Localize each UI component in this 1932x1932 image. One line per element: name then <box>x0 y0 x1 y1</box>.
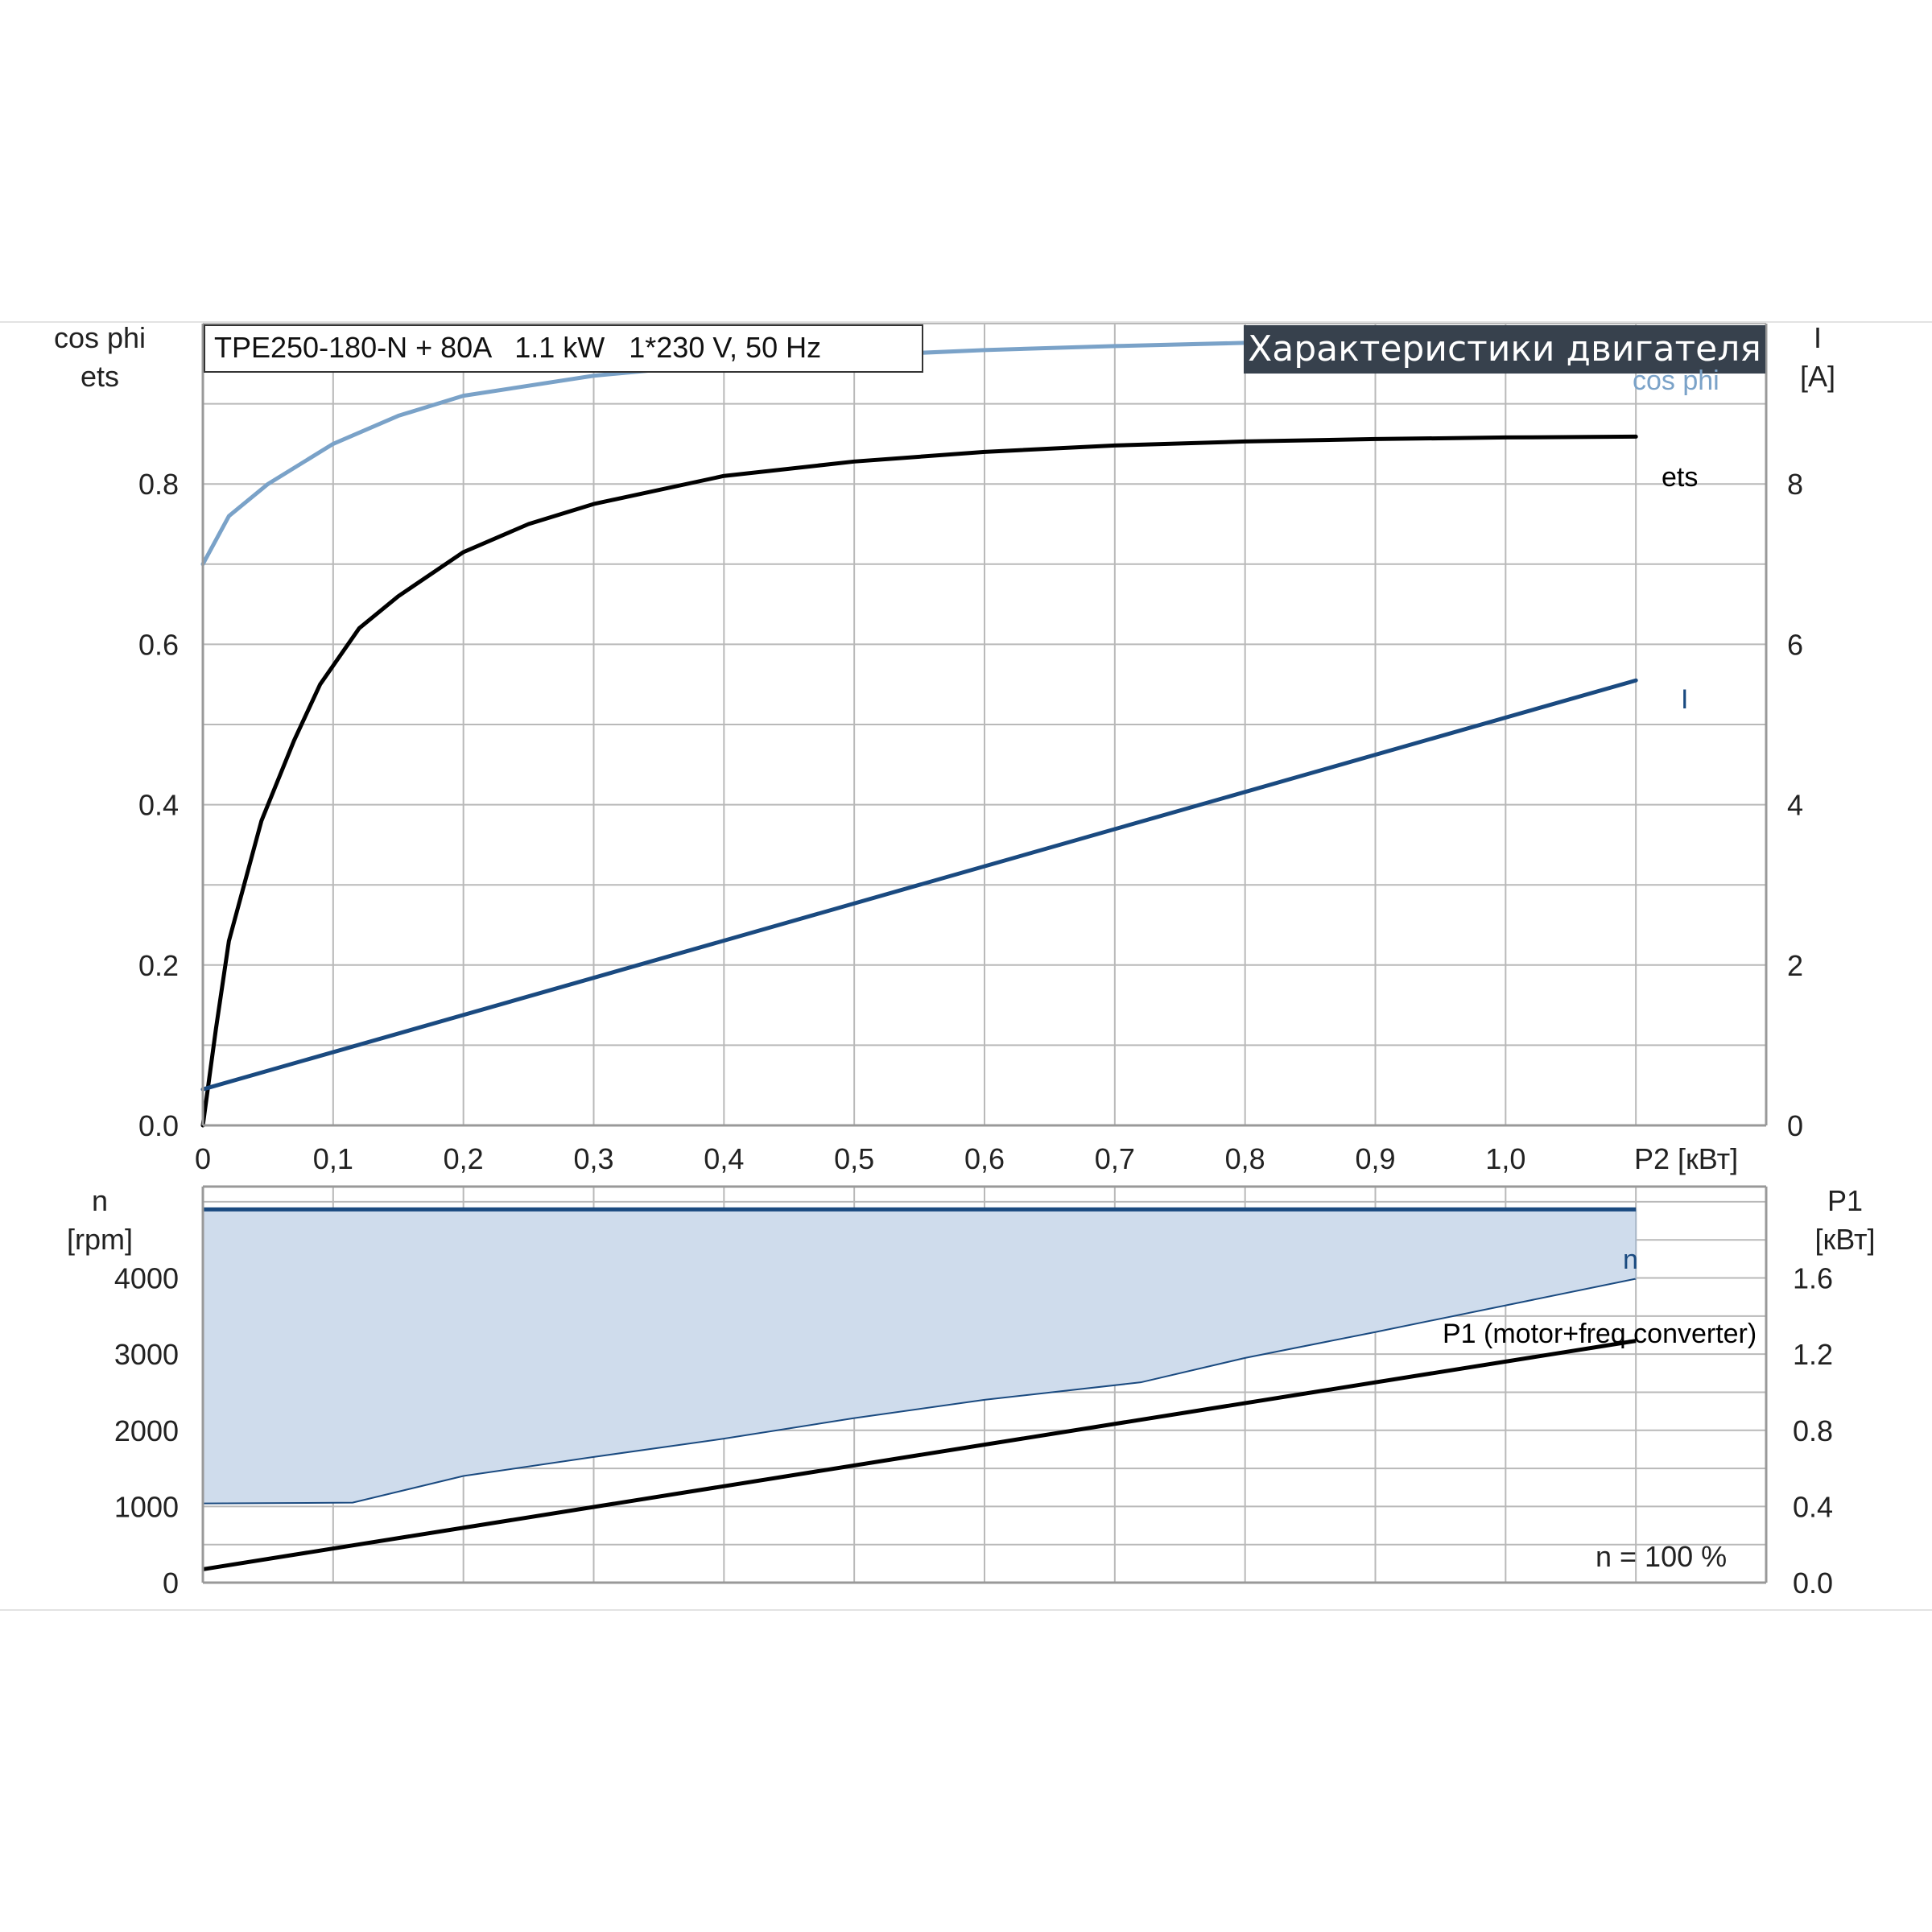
upper-left-tick-label: 0.0 <box>138 1109 179 1142</box>
x-tick-label: 0,8 <box>1225 1142 1265 1175</box>
upper-right-axis-label-2: [A] <box>1800 360 1835 393</box>
upper-plot: 0 0,1 0,2 0,3 0,4 0,5 0,6 0,7 0,8 0,9 1,0 0.0 0.2 0.4… <box>54 321 1835 1175</box>
upper-tick-labels: 0 0,1 0,2 0,3 0,4 0,5 0,6 0,7 0,8 0,9 1,0 0.0 0.2 0.4… <box>138 468 1803 1175</box>
lower-left-tick-label: 0 <box>163 1567 179 1600</box>
ets-series-label: ets <box>1662 462 1698 493</box>
x-tick-label: 0,1 <box>313 1142 353 1175</box>
upper-left-tick-label: 0.2 <box>138 949 179 982</box>
cosphi-series-label: cos phi <box>1633 365 1719 396</box>
p1-series-label: P1 (motor+freq.converter) <box>1443 1319 1757 1349</box>
current-series-label: I <box>1681 684 1688 715</box>
speed-range-area <box>203 1209 1637 1504</box>
lower-right-tick-label: 1.6 <box>1793 1262 1833 1295</box>
upper-right-tick-label: 2 <box>1787 949 1803 982</box>
lower-right-tick-label: 0.4 <box>1793 1490 1833 1523</box>
upper-right-axis-label-1: I <box>1814 321 1822 354</box>
upper-left-tick-label: 0.8 <box>138 468 179 501</box>
lower-right-tick-label: 1.2 <box>1793 1338 1833 1371</box>
title-badge <box>1244 325 1765 374</box>
lower-left-axis-label-2: [rpm] <box>67 1223 133 1256</box>
lower-left-tick-label: 1000 <box>114 1490 179 1523</box>
x-tick-label: 1,0 <box>1485 1142 1525 1175</box>
p1-line <box>202 1339 1637 1571</box>
upper-right-tick-label: 6 <box>1787 628 1803 661</box>
x-tick-label: 0,2 <box>444 1142 484 1175</box>
lower-left-tick-label: 2000 <box>114 1414 179 1447</box>
lower-tick-labels: 0 1000 2000 3000 4000 0.0 0.4 0.8 1.2 1.6 <box>114 1262 1833 1600</box>
lower-left-tick-label: 3000 <box>114 1338 179 1371</box>
title-badge-text: Характеристики двигателя <box>1248 328 1761 369</box>
model-text: TPE250-180-N + 80A 1.1 kW 1*230 V, 50 Hz <box>214 331 821 364</box>
x-axis-label: P2 [кВт] <box>1634 1142 1738 1175</box>
upper-left-tick-label: 0.4 <box>138 789 179 822</box>
x-tick-label: 0,6 <box>964 1142 1005 1175</box>
speed-percent-annotation: n = 100 % <box>1596 1540 1727 1573</box>
lower-right-tick-label: 0.8 <box>1793 1414 1833 1447</box>
speed-min-line <box>202 1278 1637 1505</box>
x-tick-label: 0,4 <box>704 1142 744 1175</box>
speed-series-label: n <box>1623 1245 1638 1275</box>
ets-line <box>200 434 1638 1128</box>
lower-series <box>202 1207 1637 1571</box>
upper-right-tick-label: 8 <box>1787 468 1803 501</box>
lower-right-axis-label-1: P1 <box>1827 1184 1863 1217</box>
lower-left-axis-label-1: n <box>92 1184 108 1217</box>
upper-right-tick-label: 4 <box>1787 789 1803 822</box>
upper-grid <box>203 323 1766 1125</box>
lower-right-tick-label: 0.0 <box>1793 1567 1833 1600</box>
x-tick-label: 0 <box>195 1142 211 1175</box>
x-tick-label: 0,7 <box>1095 1142 1135 1175</box>
x-tick-label: 0,3 <box>573 1142 613 1175</box>
model-box <box>204 324 923 373</box>
upper-left-axis-label-2: ets <box>80 360 119 393</box>
upper-right-tick-label: 0 <box>1787 1109 1803 1142</box>
lower-left-tick-label: 4000 <box>114 1262 179 1295</box>
upper-left-axis-label-1: cos phi <box>54 321 146 354</box>
upper-left-tick-label: 0.6 <box>138 628 179 661</box>
x-tick-label: 0,5 <box>834 1142 874 1175</box>
current-line <box>200 678 1638 1092</box>
lower-plot: 0 1000 2000 3000 4000 0.0 0.4 0.8 1.2 1.6 n [rpm]… <box>67 1184 1876 1600</box>
x-tick-label: 0,9 <box>1355 1142 1395 1175</box>
lower-right-axis-label-2: [кВт] <box>1814 1223 1875 1256</box>
